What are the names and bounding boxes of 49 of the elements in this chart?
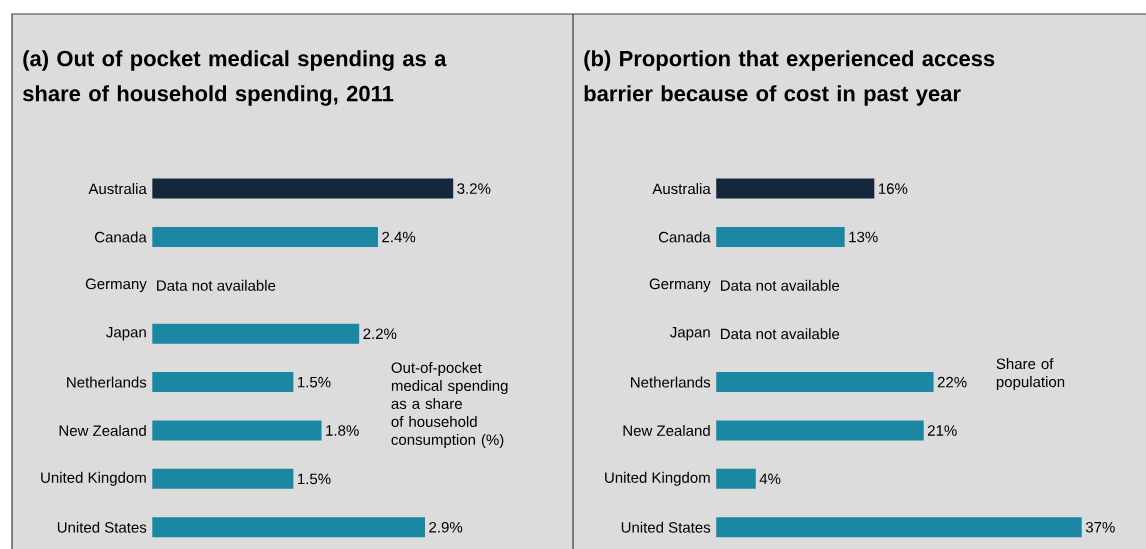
data-label: 21% [927,425,957,436]
y-tick-label: Australia [88,183,147,195]
data-label: 2.9% [429,521,463,533]
y-tick-label: Australia [652,183,711,195]
data-label: 16% [878,183,908,194]
annotation: Data not available [720,279,840,291]
y-tick-label: United States [621,521,711,533]
data-label: 4% [759,473,781,485]
y-tick-label: Canada [658,231,711,243]
y-tick-label: New Zealand [59,424,146,436]
chart-title: (b) Proportion that experienced access barrier because of cost in past year [584,50,995,106]
x-axis-title: Share of population [996,358,1065,391]
bar [716,468,756,489]
bar [716,178,875,199]
bar [152,468,294,489]
y-tick-label: New Zealand [623,424,710,436]
annotation: Data not available [720,328,840,340]
data-label: 3.2% [457,183,491,194]
bar [152,178,454,199]
x-axis-title: Out-of-pocket medical spending as a share of household consumption (%) [391,361,508,448]
y-tick-label: Germany [649,278,711,293]
y-tick-label: Netherlands [631,376,711,388]
bar [152,372,294,393]
y-tick-label: Japan [106,327,146,341]
bar [716,372,934,393]
data-label: 22% [937,376,967,388]
y-tick-label: United Kingdom [605,471,710,486]
data-label: 37% [1085,521,1115,533]
chart-title: (a) Out of pocket medical spending as a share of household spending, 2011 [22,50,447,106]
y-tick-label: Germany [85,278,147,293]
data-label: 1.5% [298,376,331,388]
y-tick-label: United States [57,521,147,533]
y-tick-label: Japan [670,327,710,341]
bar [152,226,378,247]
data-label: 2.2% [363,328,397,340]
bar [152,517,425,538]
bar [716,420,924,441]
data-label: 1.8% [326,425,359,436]
data-label: 13% [849,231,878,243]
annotation: Data not available [157,279,276,291]
data-label: 1.5% [298,473,331,485]
bar [716,517,1082,538]
bar [716,226,845,247]
bar [152,420,322,441]
y-tick-label: Netherlands [67,376,147,388]
y-tick-label: Canada [95,231,147,243]
data-label: 2.4% [382,231,416,243]
y-tick-label: United Kingdom [41,471,146,486]
bar [152,323,360,344]
